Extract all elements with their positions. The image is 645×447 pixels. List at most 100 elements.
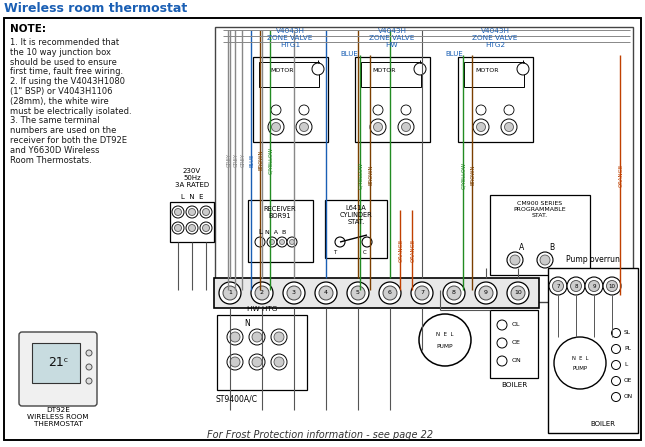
Text: SL: SL (624, 330, 631, 336)
Bar (259, 62, 319, 87)
Text: GREY: GREY (241, 153, 246, 167)
Text: numbers are used on the: numbers are used on the (10, 126, 116, 135)
Circle shape (473, 119, 489, 135)
Text: first time, fault free wiring.: first time, fault free wiring. (10, 67, 123, 76)
Text: For Frost Protection information - see page 22: For Frost Protection information - see p… (207, 430, 433, 440)
Circle shape (267, 237, 277, 247)
Text: V4043H
ZONE VALVE
HW: V4043H ZONE VALVE HW (370, 28, 415, 48)
Text: BLUE: BLUE (250, 153, 255, 167)
Circle shape (200, 222, 212, 234)
Circle shape (296, 119, 312, 135)
Circle shape (251, 282, 273, 304)
Text: Room Thermostats.: Room Thermostats. (10, 156, 92, 164)
Circle shape (227, 329, 243, 345)
Circle shape (401, 105, 411, 115)
Bar (215, 27, 633, 302)
Text: PUMP: PUMP (437, 343, 453, 349)
Circle shape (186, 222, 198, 234)
Text: G/YELLOW: G/YELLOW (359, 161, 364, 189)
Text: the 10 way junction box: the 10 way junction box (10, 48, 111, 57)
Text: BLUE: BLUE (445, 51, 462, 57)
Bar (548, 268, 638, 433)
Circle shape (86, 378, 92, 384)
Circle shape (271, 105, 281, 115)
Bar (490, 310, 538, 378)
Circle shape (299, 122, 308, 131)
Circle shape (230, 332, 240, 342)
Text: B: B (550, 243, 555, 252)
Circle shape (347, 282, 369, 304)
Text: DT92E
WIRELESS ROOM
THERMOSTAT: DT92E WIRELESS ROOM THERMOSTAT (27, 407, 89, 427)
Text: L  N  E: L N E (181, 194, 203, 200)
Circle shape (335, 237, 345, 247)
Text: OL: OL (512, 322, 521, 328)
Text: 21ᶜ: 21ᶜ (48, 355, 68, 368)
Text: (1" BSP) or V4043H1106: (1" BSP) or V4043H1106 (10, 87, 112, 96)
Text: 10: 10 (608, 283, 615, 288)
Text: 230V
50Hz
3A RATED: 230V 50Hz 3A RATED (175, 168, 209, 188)
Bar (214, 278, 539, 308)
Bar (32, 343, 80, 383)
Circle shape (603, 277, 621, 295)
Text: L: L (624, 363, 627, 367)
Circle shape (188, 208, 195, 215)
Circle shape (504, 122, 513, 131)
Circle shape (219, 282, 241, 304)
Text: L: L (258, 229, 262, 235)
Circle shape (497, 356, 507, 366)
Circle shape (606, 281, 617, 291)
Circle shape (537, 252, 553, 268)
Circle shape (172, 222, 184, 234)
Circle shape (255, 237, 265, 247)
Circle shape (86, 364, 92, 370)
Text: and Y6630D Wireless: and Y6630D Wireless (10, 146, 99, 155)
Text: C: C (363, 250, 367, 255)
Circle shape (611, 360, 620, 370)
Circle shape (227, 354, 243, 370)
Text: GREY: GREY (233, 153, 239, 167)
Text: (28mm), the white wire: (28mm), the white wire (10, 97, 109, 106)
Circle shape (379, 282, 401, 304)
Circle shape (477, 122, 486, 131)
Text: 3: 3 (292, 291, 296, 295)
Bar (248, 200, 313, 262)
Text: G/YELLOW: G/YELLOW (462, 161, 466, 189)
Text: BOILER: BOILER (501, 382, 527, 388)
Circle shape (501, 119, 517, 135)
Circle shape (476, 105, 486, 115)
Text: HW HTG: HW HTG (247, 306, 277, 312)
Text: BLUE: BLUE (340, 51, 358, 57)
Circle shape (268, 119, 284, 135)
Bar (490, 195, 590, 275)
Text: GREY: GREY (226, 153, 232, 167)
Circle shape (373, 122, 382, 131)
Circle shape (370, 119, 386, 135)
Circle shape (511, 286, 525, 300)
Circle shape (249, 329, 265, 345)
Text: 9: 9 (484, 291, 488, 295)
Circle shape (252, 332, 262, 342)
Text: ORANGE: ORANGE (619, 163, 624, 187)
Circle shape (270, 240, 275, 245)
Circle shape (401, 122, 410, 131)
Text: BROWN: BROWN (259, 150, 264, 170)
Text: receiver for both the DT92E: receiver for both the DT92E (10, 136, 127, 145)
Text: ORANGE: ORANGE (399, 238, 404, 261)
Text: 3. The same terminal: 3. The same terminal (10, 116, 99, 126)
Circle shape (274, 332, 284, 342)
Circle shape (611, 376, 620, 385)
Text: 5: 5 (356, 291, 360, 295)
Bar (458, 57, 533, 142)
Circle shape (279, 240, 284, 245)
Text: PUMP: PUMP (573, 367, 588, 371)
Text: OE: OE (512, 341, 521, 346)
Text: G/YELLOW: G/YELLOW (268, 147, 273, 173)
Circle shape (497, 338, 507, 348)
Circle shape (443, 282, 465, 304)
Circle shape (611, 392, 620, 401)
Circle shape (252, 357, 262, 367)
Text: L641A
CYLINDER
STAT.: L641A CYLINDER STAT. (340, 205, 372, 225)
Circle shape (287, 237, 297, 247)
Circle shape (570, 281, 582, 291)
Text: 7: 7 (420, 291, 424, 295)
